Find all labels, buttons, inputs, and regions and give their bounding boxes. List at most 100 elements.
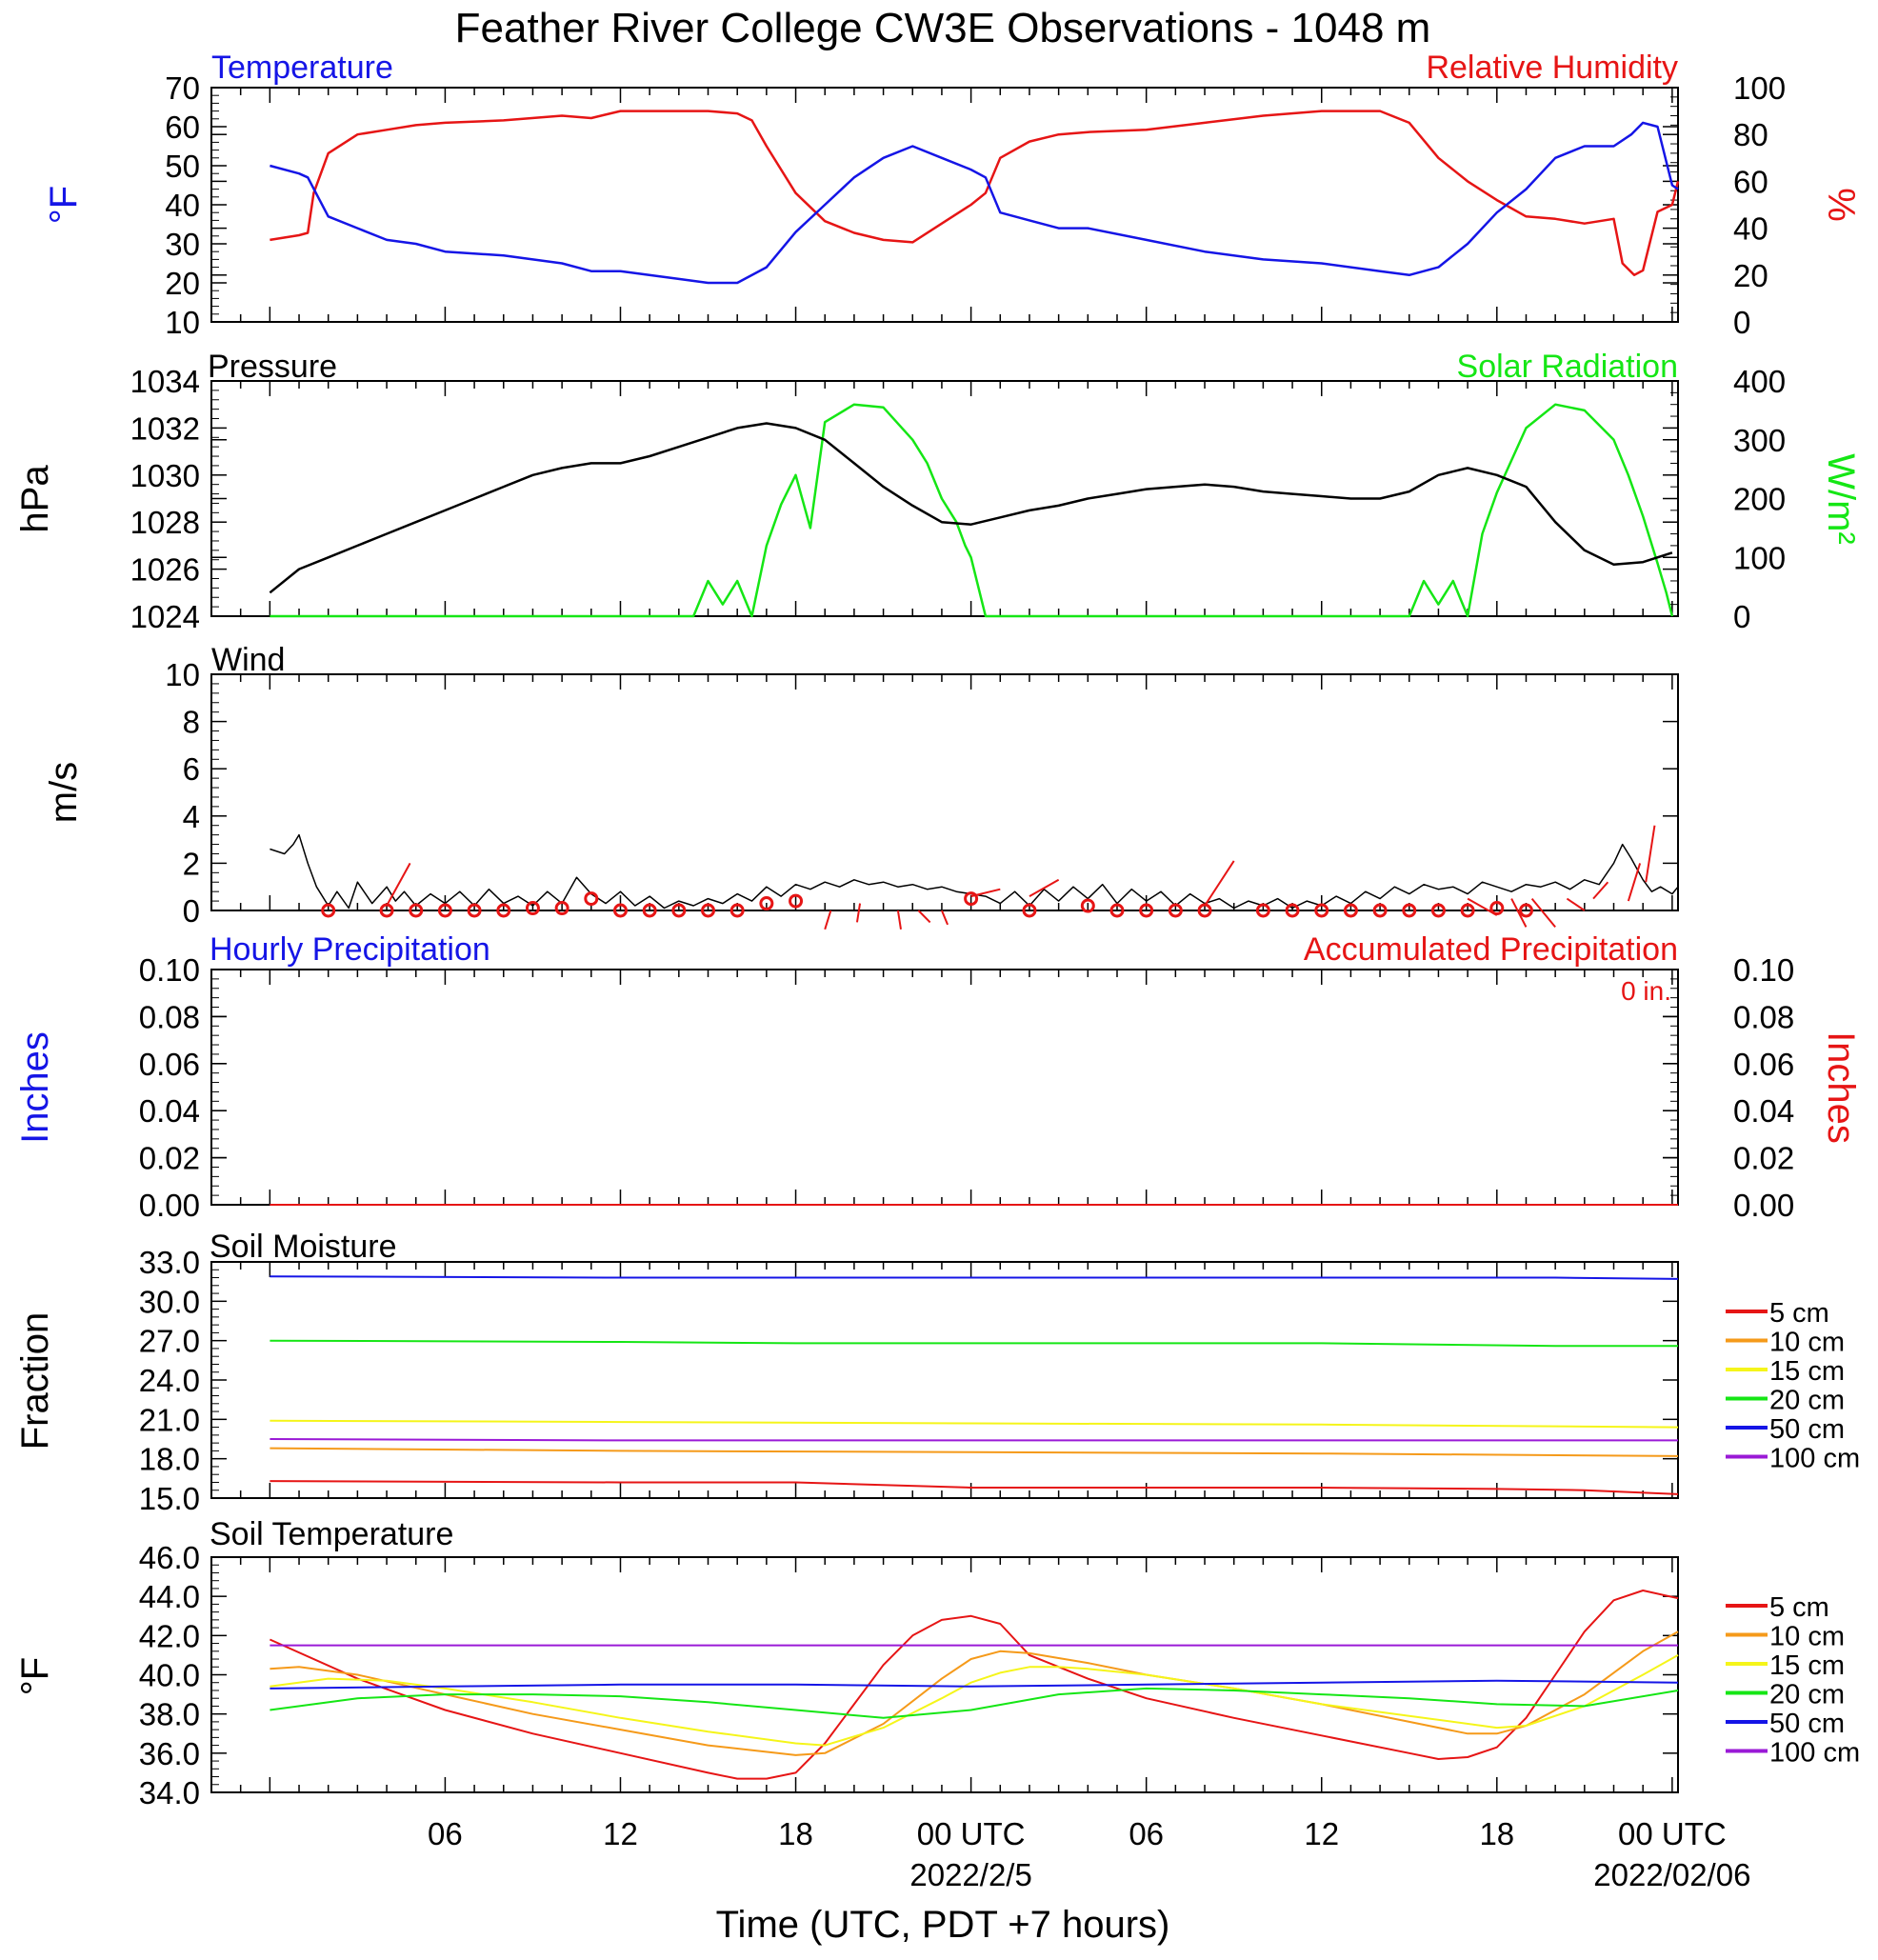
wind-calm-marker (1314, 903, 1329, 918)
wind-calm-marker (729, 903, 745, 918)
panel-title-left: Hourly Precipitation (210, 931, 490, 968)
wind-calm-marker (1080, 898, 1095, 913)
wind-calm-marker (1460, 903, 1475, 918)
y-tick-label: 4 (183, 799, 200, 834)
wind-calm-marker (467, 903, 482, 918)
series-soil-temperature-50cm (270, 1679, 1679, 1690)
y-tick-label: 30.0 (139, 1284, 200, 1319)
y-tick-label: 0.10 (1733, 952, 1794, 988)
wind-direction-stroke (1510, 898, 1528, 928)
y-tick-label: 1032 (130, 410, 200, 446)
series-soil-temperature-20cm (270, 1687, 1679, 1719)
y-tick-label: 38.0 (139, 1697, 200, 1732)
series-pressure (269, 422, 1673, 594)
y-tick-label: 0.02 (1733, 1141, 1794, 1176)
wind-calm-marker (1139, 903, 1154, 918)
wind-calm-marker (1430, 903, 1446, 918)
wind-direction-stroke (917, 910, 931, 924)
series-relative-humidity (270, 110, 1680, 277)
y-tick-label: 0.08 (1733, 999, 1794, 1034)
panel-soil-temperature: 46.0 44.0 42.0 40.0 38.0 36.0 34.0 Soil Tempera… (14, 1516, 1860, 1810)
wind-direction-stroke (1566, 897, 1586, 911)
panel-frame (210, 673, 1679, 911)
y-tick-label: 100 (1733, 540, 1786, 575)
panel-pressure-solar: 1034 1032 1030 1028 1026 1024 400 300 200 100 0 Pre… (14, 349, 1862, 634)
series-soil-moisture-15cm (270, 1419, 1679, 1429)
series-soil-temperature-5cm (269, 1590, 1679, 1780)
y-tick-label: 44.0 (139, 1579, 200, 1614)
wind-calm-marker (437, 903, 452, 918)
panel-precipitation: 0.10 0.08 0.06 0.04 0.02 0.00 0.10 0.08 0.06 0.04… (14, 931, 1862, 1223)
wind-direction-stroke (386, 862, 411, 907)
y-tick-label: 20 (1733, 258, 1768, 293)
panel-frame (210, 1261, 1679, 1499)
wind-calm-marker (642, 903, 657, 918)
wind-calm-marker (1168, 903, 1183, 918)
panel-title-right: Solar Radiation (1457, 349, 1678, 385)
y-axis-label-right: W/m² (1820, 453, 1862, 545)
y-tick-label: 20 (165, 266, 200, 301)
y-tick-label: 36.0 (139, 1736, 200, 1771)
y-tick-label: 15.0 (139, 1481, 200, 1516)
y-axis-label-right: % (1820, 188, 1862, 222)
y-tick-label: 40 (165, 188, 200, 223)
wind-direction-stroke (1530, 897, 1556, 928)
series-solar-radiation (270, 403, 1674, 618)
wind-calm-marker (1372, 903, 1388, 918)
legend-label: 100 cm (1769, 1738, 1860, 1769)
y-tick-label: 27.0 (139, 1324, 200, 1359)
panel-title-left: Wind (211, 642, 285, 678)
wind-calm-marker (701, 903, 716, 918)
wind-calm-marker (1285, 903, 1300, 918)
y-tick-label: 300 (1733, 423, 1786, 458)
accumulated-total-label: 0 in. (1621, 976, 1671, 1006)
legend-label: 50 cm (1769, 1709, 1845, 1739)
series-wind-speed (270, 833, 1679, 910)
legend-label: 10 cm (1769, 1328, 1845, 1358)
wind-direction-stroke (1627, 863, 1642, 902)
wind-calm-marker (584, 891, 599, 907)
panel-wind: 10 8 6 4 2 0 Wind m/s (43, 642, 1679, 930)
y-tick-label: 6 (183, 751, 200, 787)
wind-direction-stroke (896, 910, 902, 930)
y-tick-label: 0 (1733, 599, 1750, 634)
y-tick-label: 21.0 (139, 1402, 200, 1437)
series-soil-moisture-20cm (270, 1339, 1678, 1348)
y-tick-label: 0.02 (139, 1141, 200, 1176)
y-axis-label-left: hPa (14, 465, 56, 533)
y-tick-label: 1034 (130, 364, 200, 399)
x-tick-label: 00 UTC (1618, 1816, 1727, 1851)
y-axis-label-left: Inches (14, 1031, 56, 1144)
series-soil-temperature-10cm (270, 1630, 1679, 1756)
y-axis-label-left: m/s (43, 762, 85, 823)
y-tick-label: 46.0 (139, 1540, 200, 1575)
wind-calm-marker (496, 903, 511, 918)
legend-label: 15 cm (1769, 1356, 1845, 1387)
series-soil-temperature-15cm (270, 1654, 1679, 1747)
x-tick-label: 12 (603, 1816, 638, 1851)
wind-direction-stroke (1204, 860, 1235, 907)
y-tick-label: 0 (1733, 305, 1750, 340)
x-tick-date-label: 2022/2/5 (909, 1857, 1031, 1892)
wind-calm-marker (964, 891, 979, 907)
wind-calm-marker (612, 903, 628, 918)
y-tick-label: 18.0 (139, 1442, 200, 1477)
y-tick-label: 40.0 (139, 1658, 200, 1693)
series-temperature (270, 121, 1679, 285)
legend-label: 5 cm (1769, 1298, 1829, 1329)
y-tick-label: 0.04 (1733, 1093, 1794, 1129)
panel-title-left: Soil Temperature (210, 1516, 453, 1552)
wind-direction-stroke (1029, 878, 1060, 897)
y-tick-label: 2 (183, 846, 200, 881)
x-tick-label: 12 (1304, 1816, 1339, 1851)
x-axis-ticks: 06 12 18 00 UTC 2022/2/5 06 12 18 00 UTC 2022/02/… (428, 1816, 1750, 1892)
y-tick-label: 0.06 (139, 1047, 200, 1082)
wind-calm-marker (1402, 903, 1417, 918)
panel-frame (210, 969, 1679, 1206)
wind-calm-marker (321, 903, 336, 918)
legend-label: 5 cm (1769, 1592, 1829, 1623)
x-tick-label: 18 (1479, 1816, 1514, 1851)
legend-label: 100 cm (1769, 1444, 1860, 1474)
